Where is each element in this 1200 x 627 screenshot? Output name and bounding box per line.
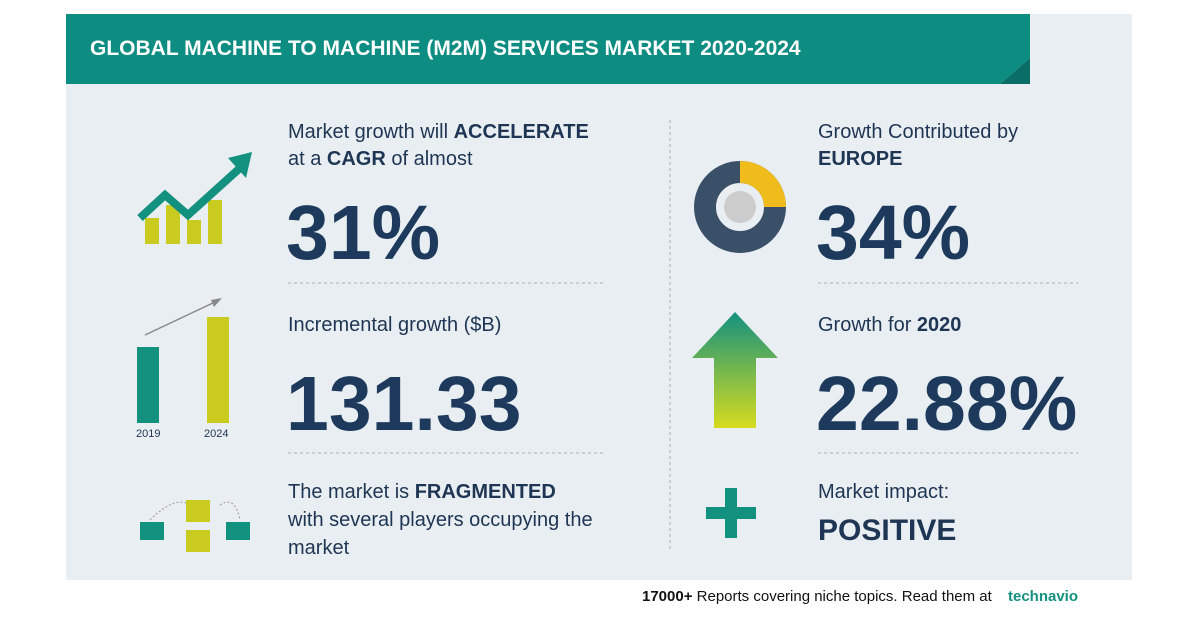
- text: Market impact:: [818, 481, 950, 503]
- text: Growth for 2020: [818, 314, 961, 337]
- text: at a CAGR of almost: [288, 148, 473, 171]
- text: The market is FRAGMENTED: [288, 481, 556, 504]
- text: with several players occupying the: [288, 509, 593, 531]
- title: GLOBAL MACHINE TO MACHINE (M2M) SERVICES…: [90, 37, 801, 60]
- value: 34%: [816, 190, 971, 276]
- footer: 17000+ Reports covering niche topics. Re…: [642, 588, 1078, 605]
- text: of almost: [385, 148, 473, 170]
- brand[interactable]: technavio: [1007, 588, 1079, 605]
- value: 131.33: [286, 361, 522, 447]
- text: Reports covering niche topics. Read them…: [696, 588, 992, 605]
- text: CAGR: [326, 148, 386, 170]
- text: ACCELERATE: [453, 121, 589, 143]
- text: Market growth will: [288, 121, 454, 143]
- text: FRAGMENTED: [414, 481, 556, 503]
- text: at a: [288, 148, 327, 170]
- value: 22.88%: [816, 361, 1078, 447]
- text: Growth Contributed by: [818, 121, 1019, 143]
- text: 2020: [916, 314, 962, 336]
- icon-label: 2024: [204, 428, 229, 440]
- text: Incremental growth ($B): [288, 314, 502, 336]
- icon-label: 2019: [136, 428, 161, 440]
- text: The market is: [288, 481, 415, 503]
- text: Growth for: [818, 314, 917, 336]
- text: Market growth will ACCELERATE: [288, 121, 589, 144]
- text: POSITIVE: [818, 514, 957, 547]
- text: 17000+: [642, 588, 693, 605]
- text: EUROPE: [818, 148, 903, 170]
- text: market: [288, 537, 350, 559]
- value: 31%: [286, 190, 441, 276]
